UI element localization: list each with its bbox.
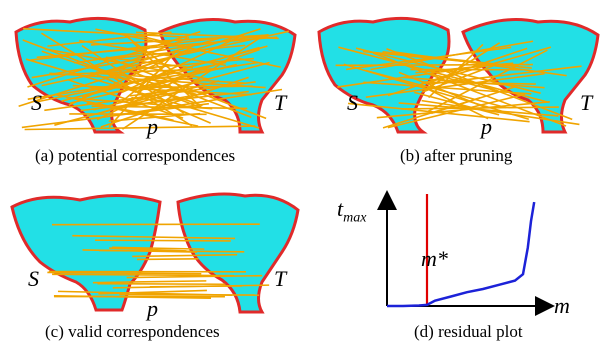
panel-b-caption: (b) after pruning — [400, 146, 513, 165]
residual-chart — [377, 190, 555, 316]
correspondence-line — [98, 44, 246, 61]
correspondence-line — [112, 246, 205, 250]
correspondence-line — [91, 88, 283, 120]
correspondence-line — [95, 78, 206, 116]
correspondence-line — [51, 223, 260, 226]
panel-c-caption: (c) valid correspondences — [45, 322, 220, 341]
panel-b-illustration — [317, 16, 600, 134]
correspondence-line — [136, 257, 199, 261]
correspondence-line — [347, 102, 530, 123]
panel-d-caption: (d) residual plot — [414, 322, 523, 341]
correspondence-line — [52, 273, 235, 277]
point-label: p — [147, 114, 158, 139]
panel-c: S T p (c) valid correspondences — [0, 172, 302, 345]
correspondence-line — [70, 63, 238, 104]
source-label: S — [31, 90, 42, 115]
panel-b: S T p (b) after pruning — [303, 0, 605, 172]
target-label: T — [274, 90, 287, 115]
panel-a-caption: (a) potential correspondences — [35, 146, 236, 165]
correspondence-line — [415, 62, 514, 74]
x-axis-label: m — [554, 293, 570, 318]
correspondence-line — [421, 99, 580, 126]
target-label: T — [274, 266, 287, 291]
target-label: T — [580, 90, 593, 115]
correspondence-line — [424, 42, 501, 91]
panel-a-illustration — [14, 16, 297, 134]
correspondence-line — [338, 46, 550, 104]
correspondence-line — [80, 90, 249, 112]
correspondence-line — [129, 88, 185, 97]
correspondence-line — [18, 28, 261, 107]
correspondence-line — [355, 47, 541, 94]
correspondence-line — [30, 34, 244, 61]
correspondence-line — [365, 72, 545, 98]
correspondence-line — [112, 284, 270, 289]
correspondence-line — [126, 274, 263, 279]
correspondence-line — [387, 93, 526, 129]
correspondence-line — [363, 81, 532, 95]
panel-a: S T p (a) potential correspondences — [0, 0, 302, 172]
source-label: S — [28, 266, 39, 291]
point-label: p — [147, 296, 158, 321]
correspondence-line — [132, 253, 238, 258]
correspondence-line — [81, 44, 185, 114]
correspondence-line — [98, 289, 207, 295]
correspondence-line — [427, 65, 582, 85]
correspondence-line — [414, 91, 500, 116]
correspondence-line — [346, 46, 512, 71]
correspondence-line — [370, 40, 534, 71]
correspondence-line — [95, 239, 231, 242]
correspondence-line — [81, 46, 260, 98]
correspondence-line — [365, 69, 507, 109]
correspondence-line — [131, 41, 203, 109]
residual-curve — [387, 201, 536, 308]
correspondence-line — [92, 280, 207, 284]
correspondence-line — [79, 39, 226, 67]
y-axis-label: tmax — [337, 196, 367, 226]
correspondence-line — [72, 234, 236, 240]
correspondence-line — [109, 247, 187, 252]
correspondence-lines — [18, 27, 290, 131]
point-label: p — [481, 114, 492, 139]
correspondence-lines — [47, 223, 270, 299]
correspondence-line — [41, 32, 193, 127]
correspondence-line — [50, 67, 224, 76]
panel-d: tmax m m* (d) residual plot — [303, 172, 605, 345]
correspondence-line — [428, 72, 499, 92]
correspondence-line — [362, 50, 532, 69]
correspondence-line — [97, 282, 226, 286]
correspondence-line — [343, 63, 530, 120]
correspondence-line — [401, 106, 559, 110]
correspondence-line — [86, 102, 199, 127]
correspondence-line — [31, 53, 171, 79]
correspondence-line — [134, 48, 260, 94]
correspondence-line — [47, 271, 202, 275]
correspondence-line — [410, 46, 552, 89]
correspondence-lines — [335, 40, 582, 129]
correspondence-line — [22, 27, 188, 39]
correspondence-line — [41, 30, 290, 87]
source-label: S — [347, 90, 358, 115]
panel-c-illustration — [10, 192, 300, 314]
m-star-label: m* — [421, 246, 448, 271]
correspondence-line — [131, 36, 190, 62]
correspondence-line — [24, 125, 256, 131]
